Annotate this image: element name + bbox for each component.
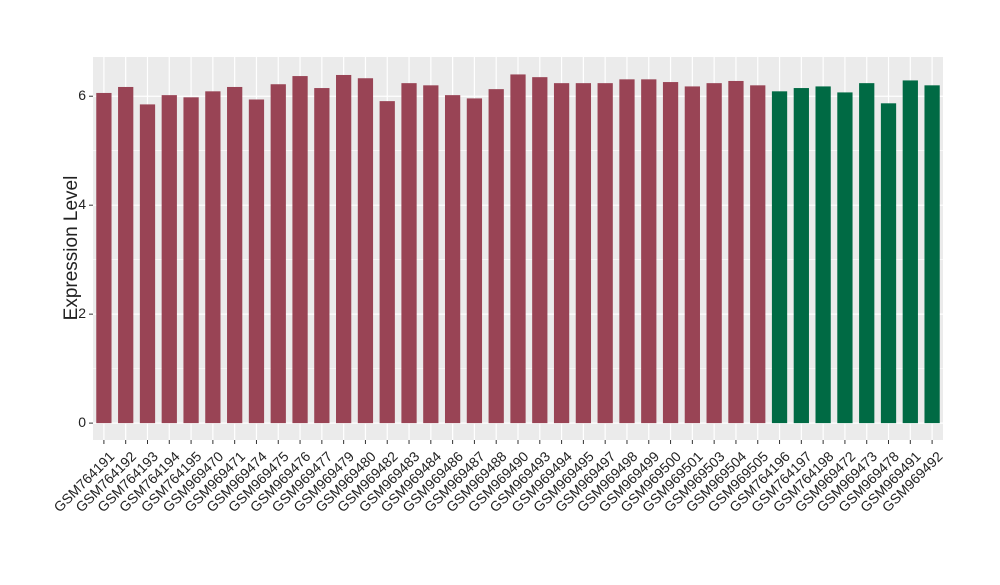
bar: [357, 78, 374, 424]
bar: [510, 74, 526, 424]
bar: [205, 91, 221, 424]
bar: [553, 83, 570, 424]
bar: [336, 74, 352, 424]
bar: [662, 82, 679, 424]
bar: [750, 85, 766, 424]
bar: [902, 80, 918, 424]
bar: [96, 92, 112, 424]
y-tick-label: 6: [78, 87, 86, 103]
y-tick-label: 4: [78, 196, 86, 212]
bar: [728, 80, 744, 424]
bar: [292, 76, 308, 424]
bar: [488, 89, 504, 424]
y-tick-label: 0: [78, 414, 86, 430]
bar: [270, 84, 286, 424]
bar: [314, 88, 330, 424]
bar: [227, 86, 243, 424]
bar: [466, 98, 483, 424]
bar: [619, 79, 635, 424]
bar: [423, 85, 439, 424]
bar: [859, 83, 875, 424]
bar: [444, 95, 461, 424]
bar: [575, 83, 592, 424]
bar: [815, 86, 831, 424]
bar: [183, 97, 199, 424]
bar: [706, 83, 722, 424]
bar: [161, 95, 177, 424]
bar: [837, 92, 853, 424]
bar: [793, 88, 809, 424]
bar: [924, 85, 940, 424]
bar: [880, 103, 897, 424]
bar: [379, 101, 395, 424]
bar: [401, 83, 417, 424]
bar: [248, 99, 265, 424]
bar: [641, 79, 657, 424]
bar: [532, 77, 548, 424]
bar: [139, 104, 156, 424]
bar: [684, 86, 700, 424]
bar: [771, 91, 788, 424]
bar: [118, 86, 134, 424]
y-tick-label: 2: [78, 305, 86, 321]
y-axis-label: Expression Level: [61, 176, 82, 321]
bar: [597, 83, 613, 424]
